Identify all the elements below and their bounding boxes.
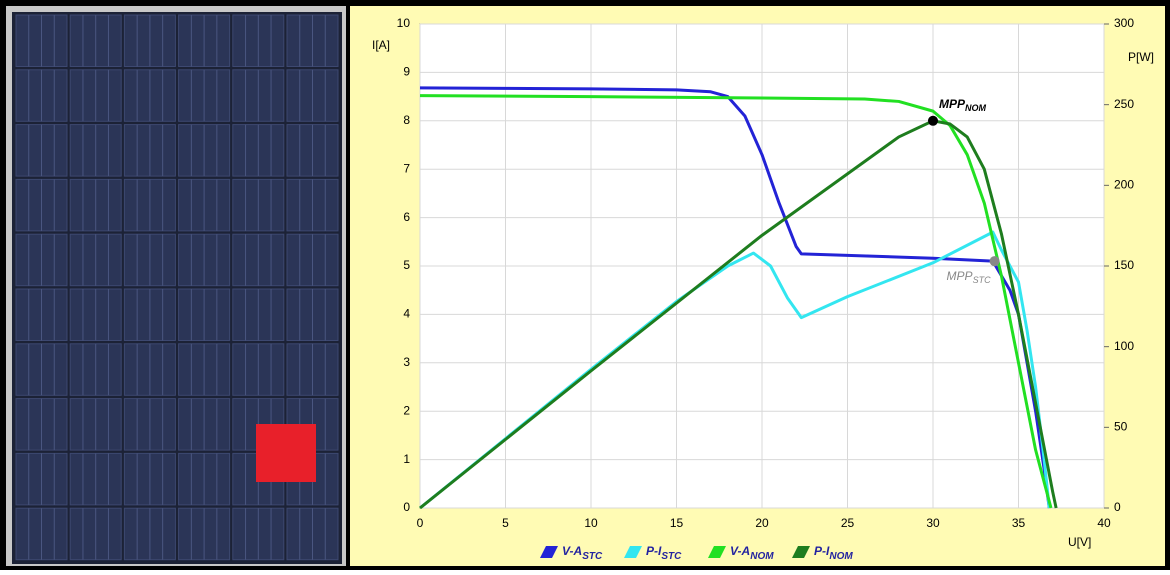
legend-subscript: STC <box>661 551 682 562</box>
y2-tick-label: 250 <box>1114 97 1134 111</box>
y-tick-label: 1 <box>403 452 410 466</box>
annotation: MPPSTC <box>947 269 992 285</box>
annotation-text: MPP <box>947 269 973 283</box>
y-tick-label: 8 <box>403 113 410 127</box>
y2-tick-label: 50 <box>1114 420 1128 434</box>
annotation-subscript: NOM <box>965 103 987 113</box>
y2-tick-label: 100 <box>1114 339 1134 353</box>
series-line <box>419 119 1058 510</box>
x-tick-label: 40 <box>1097 516 1111 530</box>
y-tick-label: 2 <box>403 403 410 417</box>
x-tick-label: 35 <box>1012 516 1026 530</box>
annotation-text: MPP <box>939 97 966 111</box>
shaded-cell <box>256 424 316 482</box>
y-axis-label: I[A] <box>372 38 390 52</box>
legend-name: P-I <box>814 544 830 558</box>
mpp-point <box>928 115 938 126</box>
x-tick-label: 25 <box>841 516 855 530</box>
legend-swatch <box>792 546 810 558</box>
y2-tick-label: 300 <box>1114 16 1134 30</box>
legend-subscript: NOM <box>829 551 853 562</box>
legend-label: P-ISTC <box>646 544 682 561</box>
legend-name: V-A <box>730 544 750 558</box>
legend-subscript: NOM <box>750 551 774 562</box>
y-tick-label: 6 <box>403 210 410 224</box>
legend-swatch <box>540 546 558 558</box>
x-tick-label: 30 <box>926 516 940 530</box>
legend-name: P-I <box>646 544 662 558</box>
legend-label: V-ASTC <box>562 544 603 561</box>
y2-axis-label: P[W] <box>1128 50 1154 64</box>
solar-panel <box>12 12 342 564</box>
y-tick-label: 0 <box>403 500 410 514</box>
legend-subscript: STC <box>582 551 603 562</box>
y-tick-label: 9 <box>403 65 410 79</box>
mpp-point <box>989 256 1000 267</box>
legend-name: V-A <box>562 544 582 558</box>
y-tick-label: 3 <box>403 355 410 369</box>
annotation-subscript: STC <box>973 276 992 286</box>
x-axis-label: U[V] <box>1068 535 1091 549</box>
x-tick-label: 5 <box>502 516 509 530</box>
x-tick-label: 10 <box>584 516 598 530</box>
y-tick-label: 4 <box>403 307 410 321</box>
legend-label: P-INOM <box>814 544 853 561</box>
annotation: MPPNOM <box>939 97 987 113</box>
legend-swatch <box>708 546 726 558</box>
y2-tick-label: 200 <box>1114 178 1134 192</box>
legend-label: V-ANOM <box>730 544 774 561</box>
x-tick-label: 20 <box>755 516 769 530</box>
y-tick-label: 10 <box>397 16 411 30</box>
x-tick-label: 0 <box>417 516 424 530</box>
y-tick-label: 5 <box>403 258 410 272</box>
legend-swatch <box>624 546 642 558</box>
y2-tick-label: 150 <box>1114 258 1134 272</box>
y-tick-label: 7 <box>403 161 410 175</box>
y2-tick-label: 0 <box>1114 500 1121 514</box>
x-tick-label: 15 <box>670 516 684 530</box>
